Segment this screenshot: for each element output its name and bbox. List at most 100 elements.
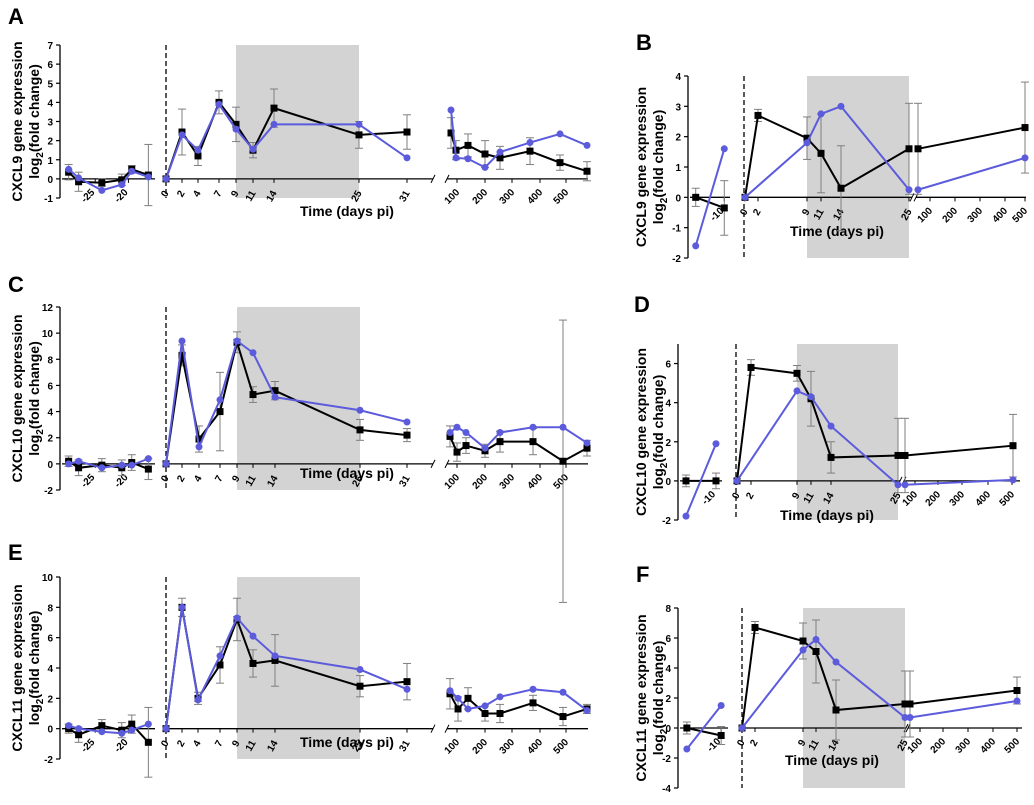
series-line bbox=[909, 700, 1018, 719]
x-tick-label: 0 bbox=[730, 491, 743, 502]
data-point bbox=[733, 477, 741, 485]
data-point bbox=[232, 120, 240, 128]
data-point bbox=[529, 685, 537, 693]
data-point bbox=[98, 179, 106, 187]
x-tick-label: 0 bbox=[738, 207, 751, 218]
data-point bbox=[195, 443, 203, 451]
data-point bbox=[178, 603, 186, 611]
y-axis-title: CXCL11 gene expressionlog2(fold change) bbox=[633, 614, 670, 781]
x-tick-label: 300 bbox=[948, 489, 968, 509]
x-tick-label: 14 bbox=[822, 491, 837, 507]
data-point bbox=[118, 461, 126, 469]
data-point bbox=[178, 337, 186, 345]
y-axis-title: CXCL10 gene expressionlog2(fold change) bbox=[633, 348, 670, 516]
data-point bbox=[447, 106, 455, 114]
data-point bbox=[793, 387, 801, 395]
data-point bbox=[75, 174, 83, 182]
axis-break-mark bbox=[444, 724, 450, 733]
y-tick-label: 0 bbox=[665, 724, 671, 735]
data-point bbox=[741, 193, 749, 201]
data-point bbox=[249, 349, 257, 357]
x-tick-label: 400 bbox=[526, 472, 546, 492]
data-point bbox=[462, 442, 470, 450]
y-tick-label: 6 bbox=[665, 360, 671, 371]
data-point bbox=[144, 455, 152, 463]
data-point bbox=[144, 720, 152, 728]
data-point bbox=[526, 139, 534, 147]
y-tick-label: -2 bbox=[662, 516, 671, 527]
data-point bbox=[754, 111, 762, 119]
data-point bbox=[464, 694, 472, 702]
x-tick-label: -25 bbox=[79, 737, 97, 755]
data-point bbox=[464, 705, 472, 713]
data-point bbox=[914, 186, 922, 194]
data-point bbox=[1009, 442, 1017, 450]
x-axis-title: Time (days pi) bbox=[780, 507, 874, 523]
data-point bbox=[481, 163, 489, 171]
data-point bbox=[271, 652, 279, 660]
data-point bbox=[452, 154, 460, 162]
series-black bbox=[682, 619, 1021, 745]
data-point bbox=[837, 102, 845, 110]
data-point bbox=[1009, 476, 1017, 484]
x-tick-label: 100 bbox=[906, 736, 926, 756]
data-point bbox=[583, 141, 591, 149]
series-line bbox=[685, 443, 717, 517]
data-point bbox=[712, 440, 720, 448]
y-tick-label: -1 bbox=[672, 224, 681, 235]
data-point bbox=[75, 725, 83, 733]
axis-break-mark bbox=[905, 723, 911, 733]
axis-break-mark bbox=[430, 724, 436, 733]
x-tick-label: -20 bbox=[113, 737, 131, 755]
data-point bbox=[799, 646, 807, 654]
y-tick-label: 1 bbox=[47, 156, 53, 167]
series-blue bbox=[65, 603, 591, 737]
data-point bbox=[803, 139, 811, 147]
data-point bbox=[692, 242, 700, 250]
x-tick-label: 300 bbox=[498, 187, 518, 207]
y-tick-label: 4 bbox=[665, 664, 671, 675]
data-point bbox=[128, 461, 136, 469]
data-point bbox=[356, 426, 364, 434]
y-tick-label: 7 bbox=[47, 41, 53, 52]
data-point bbox=[162, 725, 170, 733]
data-point bbox=[271, 656, 279, 664]
y-tick-label: 4 bbox=[665, 399, 671, 410]
data-point bbox=[717, 702, 725, 709]
panel-letter: E bbox=[8, 540, 23, 565]
x-tick-label: 200 bbox=[471, 737, 491, 757]
y-tick-label: -2 bbox=[662, 754, 671, 765]
data-point bbox=[75, 178, 83, 186]
data-point bbox=[1021, 154, 1029, 162]
data-point bbox=[454, 705, 462, 713]
data-point bbox=[98, 186, 106, 194]
data-point bbox=[901, 700, 909, 708]
data-point bbox=[194, 696, 202, 704]
x-tick-label: 2 bbox=[744, 491, 757, 502]
data-point bbox=[905, 145, 913, 153]
data-point bbox=[1021, 124, 1029, 132]
data-point bbox=[162, 460, 170, 468]
series-line bbox=[917, 126, 1026, 150]
data-point bbox=[832, 706, 840, 714]
y-tick-label: 2 bbox=[665, 694, 671, 705]
y-tick-label: 2 bbox=[675, 133, 681, 144]
x-tick-label: 100 bbox=[901, 489, 921, 509]
data-point bbox=[65, 722, 73, 730]
x-tick-label: 500 bbox=[1003, 736, 1023, 756]
data-point bbox=[905, 186, 913, 194]
x-tick-label: 500 bbox=[552, 737, 572, 757]
x-tick-label: 400 bbox=[991, 205, 1011, 225]
axis-break-mark bbox=[909, 193, 915, 202]
data-point bbox=[529, 423, 537, 431]
data-point bbox=[65, 165, 73, 173]
panel-letter: C bbox=[8, 272, 24, 297]
data-point bbox=[249, 391, 257, 399]
data-point bbox=[178, 351, 186, 359]
x-tick-label: 9 bbox=[800, 207, 813, 218]
data-point bbox=[195, 435, 203, 443]
data-point bbox=[683, 745, 691, 753]
series-line bbox=[694, 148, 726, 247]
